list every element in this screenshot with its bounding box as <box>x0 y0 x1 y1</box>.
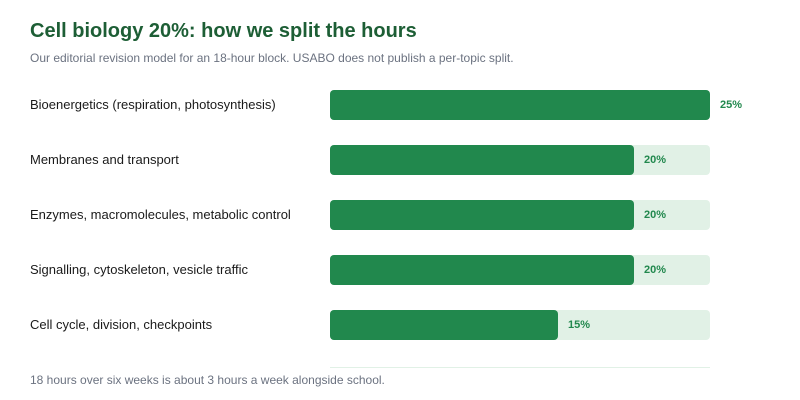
bar-row: Signalling, cytoskeleton, vesicle traffi… <box>0 255 800 285</box>
footnote: 18 hours over six weeks is about 3 hours… <box>30 373 385 387</box>
bar-fill <box>330 255 634 285</box>
bar-value-label: 20% <box>644 264 667 276</box>
bar-category-label: Cell cycle, division, checkpoints <box>30 317 213 332</box>
bar-fill <box>330 145 634 175</box>
bar-chart: Bioenergetics (respiration, photosynthes… <box>0 90 800 370</box>
bar-category-label: Membranes and transport <box>30 152 179 167</box>
page-title: Cell biology 20%: how we split the hours <box>30 20 417 42</box>
bar-fill <box>330 90 710 120</box>
bar-value-label: 20% <box>644 154 667 166</box>
bar-row: Membranes and transport 20% <box>0 145 800 175</box>
bar-row: Enzymes, macromolecules, metabolic contr… <box>0 200 800 230</box>
bar-row: Bioenergetics (respiration, photosynthes… <box>0 90 800 120</box>
bar-category-label: Enzymes, macromolecules, metabolic contr… <box>30 207 291 222</box>
bar-fill <box>330 200 634 230</box>
bar-row: Cell cycle, division, checkpoints 15% <box>0 310 800 340</box>
chart-baseline <box>330 367 710 368</box>
bar-value-label: 25% <box>720 99 743 111</box>
bar-category-label: Signalling, cytoskeleton, vesicle traffi… <box>30 262 248 277</box>
bar-category-label: Bioenergetics (respiration, photosynthes… <box>30 97 276 112</box>
bar-value-label: 15% <box>568 319 591 331</box>
page-subtitle: Our editorial revision model for an 18-h… <box>30 51 514 65</box>
bar-fill <box>330 310 558 340</box>
bar-value-label: 20% <box>644 209 667 221</box>
